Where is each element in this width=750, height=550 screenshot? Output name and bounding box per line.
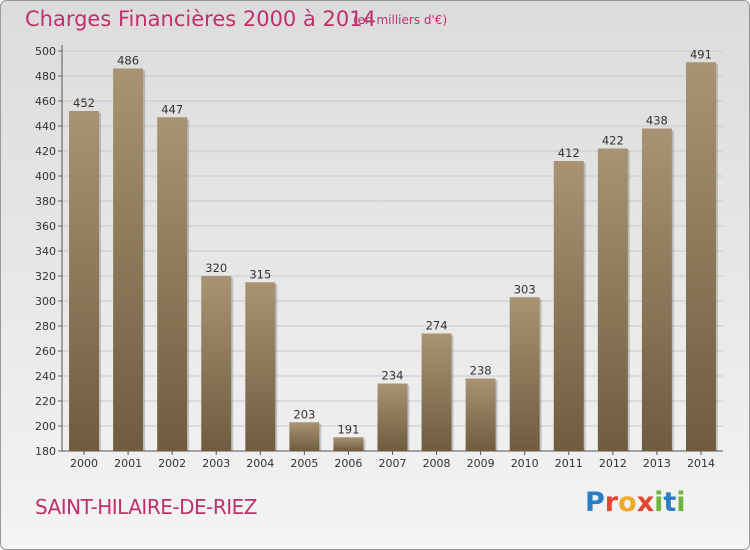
bar <box>377 383 408 451</box>
y-tick-label: 180 <box>35 445 56 458</box>
y-tick-label: 260 <box>35 345 56 358</box>
bar <box>421 333 452 451</box>
x-tick-label: 2013 <box>643 457 671 470</box>
data-label: 438 <box>646 114 668 128</box>
data-label: 274 <box>426 319 448 333</box>
x-tick-label: 2008 <box>423 457 451 470</box>
y-tick-label: 320 <box>35 270 56 283</box>
x-tick-label: 2012 <box>599 457 627 470</box>
y-tick-label: 240 <box>35 370 56 383</box>
commune-name: SAINT-HILAIRE-DE-RIEZ <box>35 495 257 519</box>
x-tick-label: 2009 <box>467 457 495 470</box>
y-tick-label: 460 <box>35 95 56 108</box>
data-label: 447 <box>161 102 183 116</box>
logo-letter: i <box>654 487 664 518</box>
data-label: 191 <box>337 422 359 436</box>
x-tick-label: 2006 <box>334 457 362 470</box>
proxiti-logo: Proxiti <box>585 487 686 518</box>
y-tick-label: 380 <box>35 195 56 208</box>
bar <box>553 161 584 451</box>
x-tick-label: 2000 <box>70 457 98 470</box>
y-tick-label: 420 <box>35 145 56 158</box>
data-label: 491 <box>690 47 712 61</box>
bar <box>69 111 100 451</box>
data-label: 315 <box>249 267 271 281</box>
data-label: 320 <box>205 261 227 275</box>
y-tick-label: 360 <box>35 220 56 233</box>
logo-letter: x <box>636 487 655 518</box>
chart-subtitle: (en milliers d'€) <box>353 13 448 27</box>
bar <box>289 422 320 451</box>
y-tick-label: 340 <box>35 245 56 258</box>
y-tick-label: 400 <box>35 170 56 183</box>
bar <box>465 378 496 451</box>
data-label: 234 <box>382 369 404 383</box>
x-tick-label: 2014 <box>687 457 715 470</box>
y-tick-label: 480 <box>35 70 56 83</box>
x-tick-label: 2002 <box>158 457 186 470</box>
x-tick-label: 2004 <box>246 457 274 470</box>
data-label: 422 <box>602 134 624 148</box>
y-tick-label: 500 <box>35 45 56 58</box>
y-tick-label: 440 <box>35 120 56 133</box>
x-tick-label: 2001 <box>114 457 142 470</box>
y-tick-label: 300 <box>35 295 56 308</box>
logo-letter: P <box>585 487 605 518</box>
bar <box>509 297 540 451</box>
chart-title: Charges Financières 2000 à 2014 <box>25 7 376 31</box>
bar <box>157 117 188 451</box>
bar <box>641 128 672 451</box>
data-label: 452 <box>73 96 95 110</box>
bar <box>333 437 364 451</box>
x-tick-label: 2005 <box>290 457 318 470</box>
logo-letter: o <box>618 487 637 518</box>
data-label: 203 <box>293 407 315 421</box>
bar <box>685 62 716 451</box>
y-tick-label: 220 <box>35 395 56 408</box>
bar <box>201 276 232 451</box>
logo-letter: r <box>604 487 619 518</box>
bar <box>597 148 628 451</box>
y-tick-label: 200 <box>35 420 56 433</box>
y-tick-label: 280 <box>35 320 56 333</box>
x-tick-label: 2003 <box>202 457 230 470</box>
bar <box>245 282 276 451</box>
data-label: 412 <box>558 146 580 160</box>
data-label: 303 <box>514 282 536 296</box>
bar <box>113 68 144 451</box>
x-tick-label: 2011 <box>555 457 583 470</box>
x-tick-label: 2007 <box>379 457 407 470</box>
data-label: 486 <box>117 54 139 68</box>
data-label: 238 <box>470 364 492 378</box>
logo-letter: i <box>676 487 686 518</box>
x-tick-label: 2010 <box>511 457 539 470</box>
logo-letter: t <box>663 487 677 518</box>
